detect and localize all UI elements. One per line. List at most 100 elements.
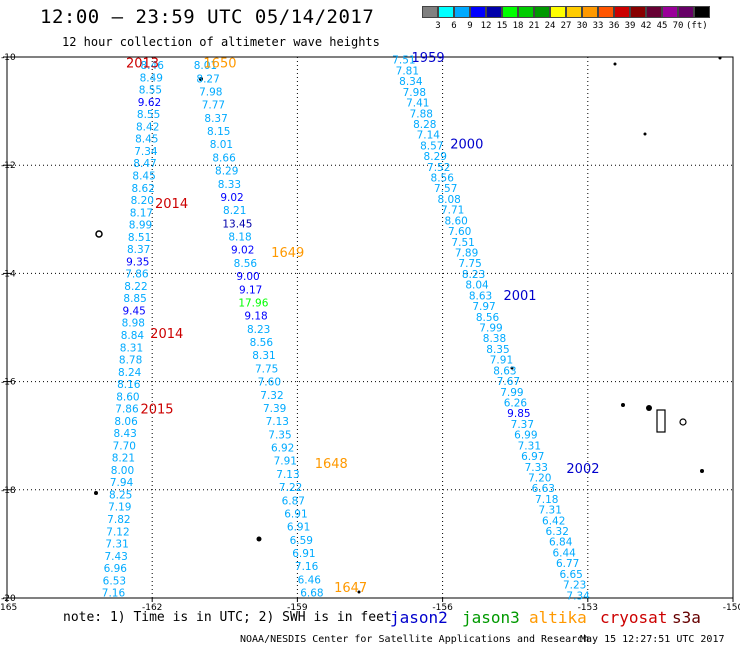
swh-value-jason2: 8.56: [476, 312, 500, 324]
legend-swatch: [662, 6, 678, 18]
swh-value-jason2: 8.08: [437, 194, 460, 206]
swh-value-jason2: 7.23: [563, 580, 586, 592]
pass-time-jason2: 2001: [503, 289, 536, 304]
island-shape: [256, 536, 262, 542]
swh-value-cryosat: 8.46: [141, 60, 165, 72]
swh-value-altika: 13.45: [222, 218, 252, 230]
swh-value-cryosat: 8.55: [139, 85, 162, 97]
swh-value-altika: 6.68: [300, 588, 323, 600]
timestamp-text: May 15 12:27:51 UTC 2017: [580, 634, 725, 645]
pass-time-cryosat: 2014: [155, 197, 188, 212]
swh-value-jason2: 7.97: [472, 301, 495, 313]
swh-value-jason2: 7.71: [441, 205, 464, 217]
swh-value-cryosat: 8.20: [131, 195, 154, 207]
swh-value-jason2: 7.99: [479, 323, 502, 335]
swh-value-jason2: 7.33: [525, 462, 548, 474]
swh-value-cryosat: 8.60: [116, 391, 139, 403]
swh-value-altika: 9.18: [244, 311, 267, 323]
legend-swatch: [678, 6, 694, 18]
credit-text: NOAA/NESDIS Center for Satellite Applica…: [240, 634, 590, 645]
legend-swatch: [598, 6, 614, 18]
swh-value-jason2: 7.99: [500, 387, 523, 399]
islands: [94, 56, 722, 594]
legend-label: (ft): [686, 21, 708, 31]
sat-s3a-label: s3a: [672, 608, 701, 627]
swh-value-cryosat: 8.98: [122, 318, 145, 330]
swh-value-altika: 6.87: [282, 495, 305, 507]
swh-value-cryosat: 8.55: [137, 109, 160, 121]
swh-value-altika: 7.98: [199, 86, 222, 98]
swh-value-altika: 9.02: [220, 192, 243, 204]
swh-value-jason2: 7.14: [417, 130, 441, 142]
swh-value-jason2: 6.77: [556, 558, 579, 570]
swh-value-cryosat: 7.94: [110, 477, 134, 489]
swh-value-cryosat: 8.24: [118, 367, 142, 379]
swh-value-cryosat: 7.86: [125, 269, 149, 281]
swh-value-altika: 6.59: [290, 535, 313, 547]
swh-value-cryosat: 6.96: [104, 563, 128, 575]
swh-value-altika: 8.37: [204, 113, 227, 125]
island-shape: [643, 132, 647, 136]
swh-value-altika: 7.16: [295, 561, 319, 573]
swh-value-altika: 6.91: [287, 522, 310, 534]
legend-swatch: [502, 6, 518, 18]
swh-value-altika: 6.92: [271, 443, 294, 455]
swh-value-cryosat: 7.86: [115, 404, 139, 416]
pass-time-altika: 1648: [315, 457, 348, 472]
swh-value-cryosat: 8.85: [123, 293, 146, 305]
swh-value-jason2: 7.31: [518, 440, 541, 452]
swh-value-jason2: 7.41: [406, 98, 429, 110]
swh-value-cryosat: 7.31: [105, 539, 128, 551]
swh-value-cryosat: 8.17: [130, 207, 153, 219]
swh-value-altika: 8.18: [228, 232, 251, 244]
legend-swatch: [582, 6, 598, 18]
legend-swatch: [486, 6, 502, 18]
legend-swatch: [470, 6, 486, 18]
swh-value-cryosat: 8.21: [112, 453, 135, 465]
swh-value-jason2: 7.20: [528, 472, 551, 484]
swh-value-cryosat: 8.51: [128, 232, 151, 244]
legend-label: 30: [576, 21, 588, 31]
swh-value-altika: 7.32: [260, 390, 283, 402]
note-text: note: 1) Time is in UTC; 2) SWH is in fe…: [63, 610, 392, 625]
swh-value-altika: 7.60: [258, 377, 281, 389]
swh-value-altika: 8.56: [234, 258, 258, 270]
legend-swatch: [518, 6, 534, 18]
swh-value-cryosat: 8.00: [111, 465, 134, 477]
swh-value-jason2: 6.84: [549, 537, 573, 549]
swh-value-altika: 9.00: [236, 271, 259, 283]
pass-time-altika: 1650: [203, 56, 236, 71]
legend-label: 3: [435, 21, 441, 31]
swh-value-jason2: 7.52: [427, 162, 450, 174]
swh-value-cryosat: 7.16: [102, 588, 126, 600]
swh-value-altika: 8.66: [212, 152, 236, 164]
swh-value-jason2: 8.57: [420, 140, 443, 152]
swh-value-altika: 6.46: [298, 574, 322, 586]
swh-value-jason2: 9.85: [507, 408, 530, 420]
swh-value-jason2: 6.97: [521, 451, 544, 463]
swh-value-jason2: 8.29: [424, 151, 447, 163]
swh-value-cryosat: 8.25: [109, 489, 132, 501]
pass-time-altika: 1649: [271, 246, 304, 261]
legend-label: 39: [624, 21, 636, 31]
swh-value-cryosat: 8.45: [135, 134, 158, 146]
swh-value-cryosat: 8.45: [132, 171, 155, 183]
island-shape: [94, 491, 98, 495]
island-shape: [357, 590, 361, 594]
legend-swatch: [694, 6, 710, 18]
swh-value-jason2: 7.34: [566, 590, 590, 602]
x-tick-label: -156: [432, 603, 453, 613]
swh-value-altika: 7.13: [266, 416, 289, 428]
swh-value-altika: 9.17: [239, 284, 262, 296]
legend-label: 42: [640, 21, 652, 31]
swh-value-altika: 8.56: [250, 337, 274, 349]
swh-value-cryosat: 8.84: [121, 330, 145, 342]
swh-value-jason2: 8.63: [469, 290, 492, 302]
swh-value-altika: 7.75: [255, 363, 278, 375]
swh-value-jason2: 7.89: [455, 248, 478, 260]
legend-label: 24: [544, 21, 556, 31]
legend-swatch: [534, 6, 550, 18]
swh-value-altika: 8.29: [215, 166, 238, 178]
swh-value-jason2: 8.38: [483, 333, 506, 345]
